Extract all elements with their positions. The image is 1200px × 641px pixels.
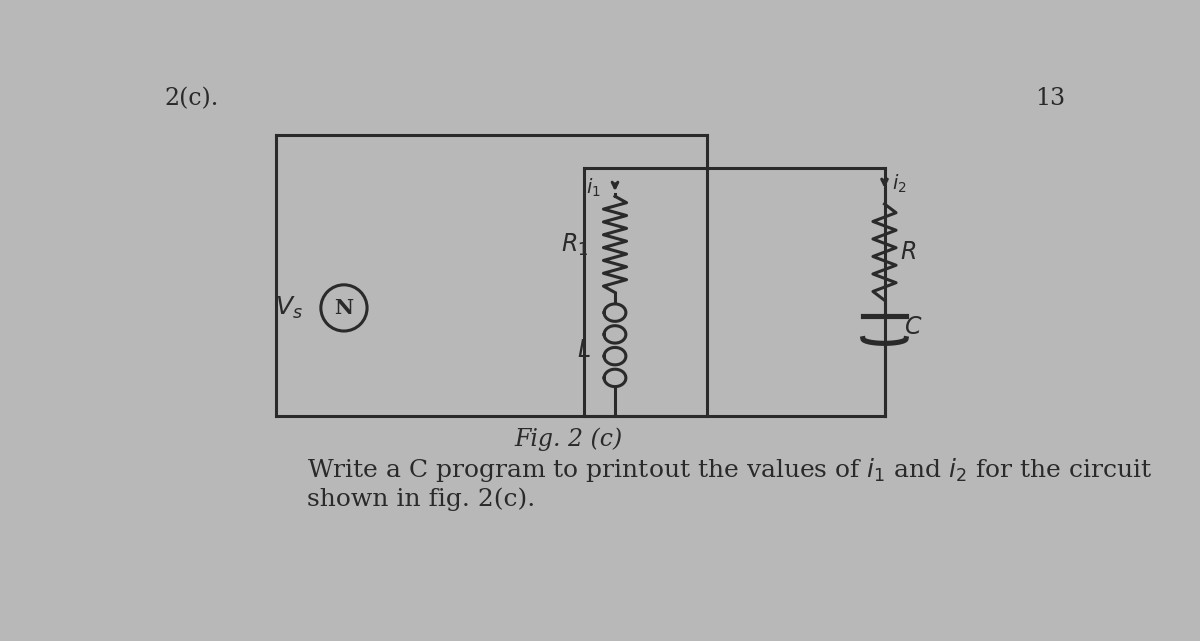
Text: $L$: $L$	[577, 339, 590, 362]
Text: $R_1$: $R_1$	[560, 231, 588, 258]
Text: 13: 13	[1036, 87, 1066, 110]
Text: $R$: $R$	[900, 241, 916, 264]
Text: $i_2$: $i_2$	[893, 173, 907, 195]
Text: N: N	[335, 298, 354, 318]
Text: 2(c).: 2(c).	[164, 87, 218, 110]
Text: $V_s$: $V_s$	[275, 295, 304, 321]
Text: Write a C program to printout the values of $i_1$ and $i_2$ for the circuit: Write a C program to printout the values…	[307, 456, 1152, 483]
Text: shown in fig. 2(c).: shown in fig. 2(c).	[307, 487, 535, 511]
Text: $C$: $C$	[904, 315, 922, 338]
Text: Fig. 2 (c): Fig. 2 (c)	[515, 427, 623, 451]
Text: $i_1$: $i_1$	[587, 176, 601, 199]
